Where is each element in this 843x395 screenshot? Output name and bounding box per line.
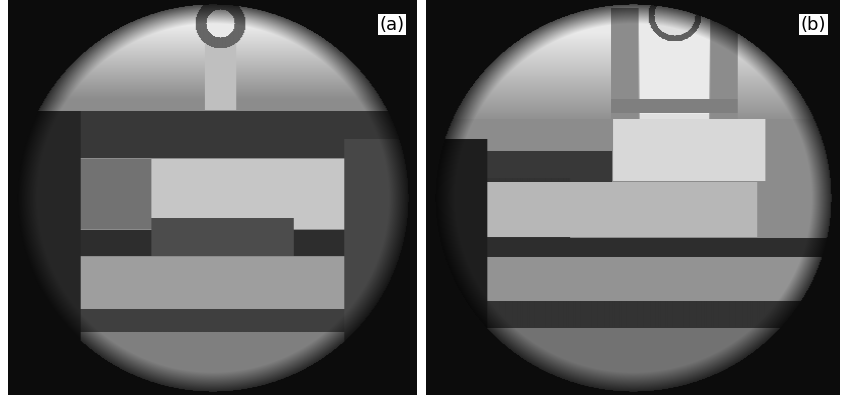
Text: (b): (b) [801, 16, 826, 34]
Text: (a): (a) [380, 16, 405, 34]
